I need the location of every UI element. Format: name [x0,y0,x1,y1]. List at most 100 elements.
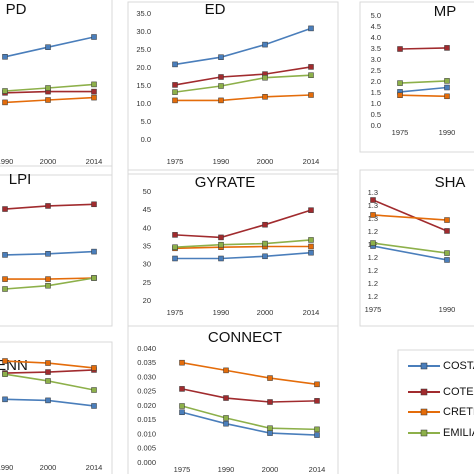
y-tick-label: 1.3 [368,201,378,210]
point-marker [444,78,450,84]
y-tick-label: 20.0 [136,63,151,72]
point-marker [172,244,178,250]
series-line [181,388,318,403]
legend-marker [420,362,428,370]
y-tick-label: 0.5 [371,110,381,119]
y-tick-label: 0.0 [371,121,381,130]
point-marker [45,360,51,366]
point-marker [2,54,8,60]
point-marker [172,232,178,238]
y-tick-label: 30.0 [136,27,151,36]
point-marker [223,420,229,427]
point-marker [91,248,97,255]
y-tick-label: 15.0 [136,81,151,90]
point-marker [2,286,8,292]
point-marker [45,276,51,282]
series-line [181,411,318,436]
point-marker [91,94,97,101]
point-marker [308,72,314,78]
x-tick-label: 1975 [365,305,382,314]
chart-title: PD [6,1,27,18]
series-line [399,80,448,84]
y-tick-label: 1.3 [368,188,378,197]
point-marker [2,252,8,258]
point-marker [2,276,8,282]
series-line [181,405,318,431]
point-marker [223,395,229,401]
x-tick-label: 1975 [392,128,409,137]
point-marker [45,369,51,375]
series-line [399,47,448,50]
point-marker [2,206,8,212]
point-marker [444,257,450,263]
panel-frame [0,165,113,327]
legend-marker [420,388,428,396]
x-tick-label: 2014 [303,157,320,166]
y-tick-label: 0.015 [137,415,156,424]
point-marker [172,255,178,262]
panel-frame [359,1,474,153]
series-line [174,209,312,239]
y-tick-label: 1.0 [371,99,381,108]
chart-title: LPI [9,171,32,188]
point-marker [45,251,51,257]
point-marker [179,359,185,366]
y-tick-label: 0.0 [141,135,151,144]
point-marker [2,88,8,94]
point-marker [267,399,273,405]
series-line [372,214,448,221]
point-marker [267,375,273,381]
series-line [399,86,448,93]
point-marker [308,64,314,70]
y-tick-label: 40 [143,223,151,232]
y-tick-label: 2.0 [371,77,381,86]
point-marker [223,415,229,421]
y-tick-label: 25.0 [136,45,151,54]
y-tick-label: 50 [143,187,151,196]
y-tick-label: 4.0 [371,33,381,42]
point-marker [91,88,97,95]
panel-frame [0,341,113,474]
x-tick-label: 2000 [40,157,57,166]
series-line [372,199,448,232]
x-tick-label: 2000 [257,308,274,317]
point-marker [262,253,268,260]
point-marker [444,250,450,256]
point-marker [444,45,450,51]
chart-title: MP [434,3,457,20]
point-marker [179,386,185,392]
point-marker [45,97,51,103]
legend-frame [397,349,474,474]
point-marker [2,371,8,377]
point-marker [267,425,273,431]
point-marker [314,398,320,404]
series-line [181,361,318,386]
point-marker [218,241,224,248]
y-tick-label: 1.2 [368,279,378,288]
point-marker [308,237,314,243]
series-line [174,239,312,249]
legend-marker [420,429,428,437]
point-marker [45,203,51,209]
y-tick-label: 0.030 [137,372,156,381]
panel-frame [127,169,339,327]
point-marker [444,84,450,91]
point-marker [45,282,51,289]
point-marker [308,92,314,98]
series-line [372,242,448,254]
x-tick-label: 2014 [86,157,103,166]
y-tick-label: 1.2 [368,292,378,301]
legend-label: COSTA [443,360,474,372]
x-tick-label: 1975 [174,465,191,474]
x-tick-label: 1990 [218,465,235,474]
point-marker [91,201,97,208]
chart-title: GYRATE [195,174,256,191]
point-marker [218,74,224,80]
point-marker [91,81,97,88]
y-tick-label: 30 [143,260,151,269]
point-marker [308,207,314,213]
point-marker [262,240,268,247]
y-tick-label: 0.005 [137,444,156,453]
point-marker [262,74,268,81]
